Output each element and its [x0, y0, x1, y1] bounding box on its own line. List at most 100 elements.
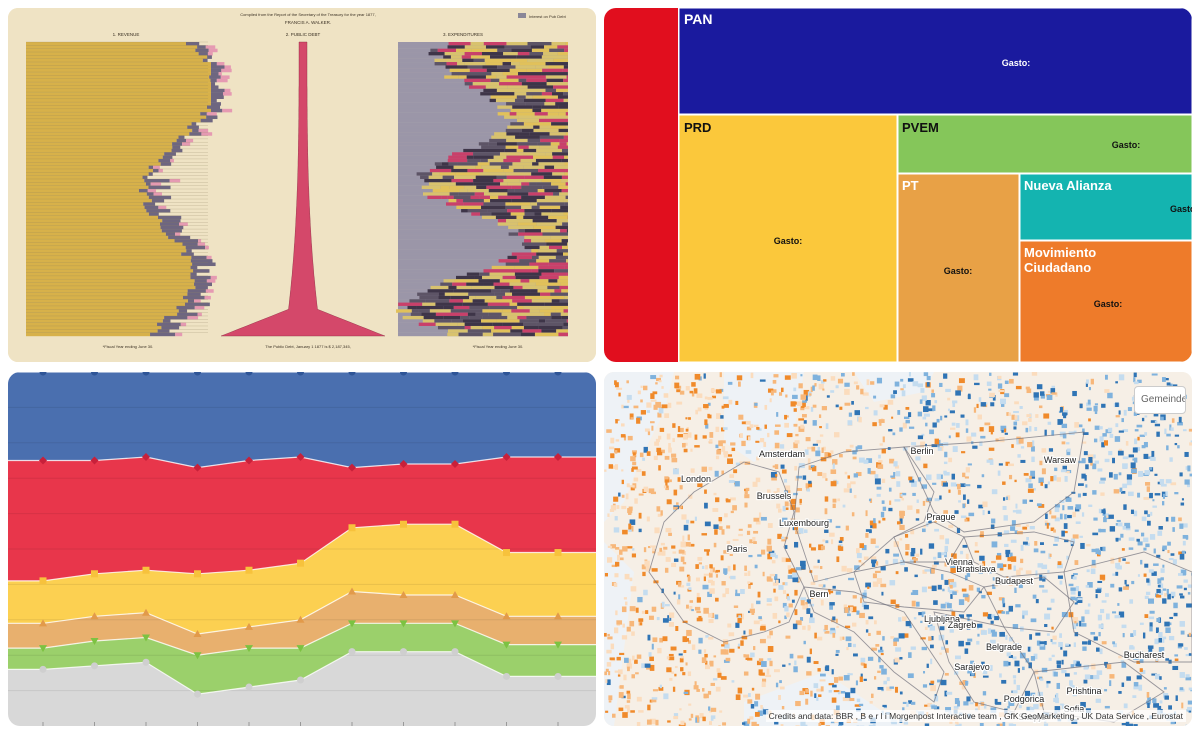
- data-point-marker[interactable]: [451, 372, 459, 376]
- treemap-tile-nueva-alianza[interactable]: [1019, 173, 1192, 241]
- map-cell: [1127, 407, 1132, 412]
- treemap-red-strip[interactable]: [604, 8, 678, 362]
- data-point-marker[interactable]: [296, 452, 305, 461]
- data-point-marker[interactable]: [348, 587, 356, 595]
- data-point-marker[interactable]: [348, 463, 356, 472]
- data-point-marker[interactable]: [554, 372, 562, 376]
- expenditure-bar: [466, 75, 486, 79]
- data-point-marker[interactable]: [503, 372, 510, 376]
- data-point-marker[interactable]: [245, 645, 253, 653]
- data-point-marker[interactable]: [245, 566, 253, 574]
- data-point-marker[interactable]: [451, 520, 459, 528]
- data-point-marker[interactable]: [399, 460, 408, 469]
- data-point-marker[interactable]: [554, 452, 562, 461]
- map-cell: [1077, 483, 1084, 486]
- data-point-marker[interactable]: [90, 456, 99, 465]
- data-point-marker[interactable]: [142, 372, 150, 376]
- data-point-marker[interactable]: [399, 620, 408, 628]
- map-cell: [1084, 609, 1090, 615]
- data-point-marker[interactable]: [399, 591, 408, 599]
- data-point-marker[interactable]: [91, 570, 98, 578]
- data-point-marker[interactable]: [348, 524, 356, 532]
- data-point-marker[interactable]: [451, 648, 459, 656]
- data-point-marker[interactable]: [90, 612, 99, 620]
- data-point-marker[interactable]: [554, 612, 562, 620]
- area-series[interactable]: [8, 524, 596, 634]
- data-point-marker[interactable]: [348, 620, 356, 628]
- treemap-tile-pvem[interactable]: [897, 114, 1192, 174]
- map-cell: [802, 625, 806, 630]
- data-point-marker[interactable]: [90, 638, 99, 646]
- data-point-marker[interactable]: [194, 372, 201, 376]
- data-point-marker[interactable]: [400, 520, 407, 528]
- data-point-marker[interactable]: [348, 372, 356, 376]
- data-point-marker[interactable]: [245, 372, 253, 376]
- area-series[interactable]: [8, 372, 596, 468]
- treemap-tile-pt[interactable]: [897, 173, 1020, 362]
- data-point-marker[interactable]: [39, 619, 47, 627]
- map-cell: [650, 399, 657, 402]
- map-cell: [1005, 635, 1008, 640]
- data-point-marker[interactable]: [39, 645, 47, 653]
- data-point-marker[interactable]: [451, 460, 459, 469]
- data-point-marker[interactable]: [245, 622, 253, 630]
- data-point-marker[interactable]: [297, 676, 304, 684]
- europe-map-panel[interactable]: Amsterdam London Berlin Warsaw Brussels Luxem…: [604, 372, 1192, 726]
- data-point-marker[interactable]: [245, 683, 253, 691]
- map-cell: [1081, 441, 1087, 444]
- data-point-marker[interactable]: [554, 549, 562, 557]
- area-series[interactable]: [8, 651, 596, 726]
- data-point-marker[interactable]: [502, 641, 511, 649]
- treemap-tile-prd[interactable]: [678, 114, 898, 362]
- data-point-marker[interactable]: [39, 372, 47, 376]
- data-point-marker[interactable]: [91, 662, 98, 670]
- map-cell: [708, 572, 713, 578]
- city-label: Bern: [809, 589, 828, 599]
- data-point-marker[interactable]: [297, 372, 304, 376]
- data-point-marker[interactable]: [39, 456, 47, 465]
- map-cell: [834, 432, 840, 438]
- data-point-marker[interactable]: [142, 608, 150, 616]
- data-point-marker[interactable]: [142, 452, 150, 461]
- treemap-tile-movimiento-ciudadano[interactable]: [1019, 240, 1192, 362]
- data-point-marker[interactable]: [39, 577, 47, 585]
- data-point-marker[interactable]: [503, 672, 510, 680]
- data-point-marker[interactable]: [502, 452, 511, 461]
- data-point-marker[interactable]: [502, 612, 511, 620]
- data-point-marker[interactable]: [297, 559, 304, 567]
- map-cell: [641, 564, 646, 570]
- data-point-marker[interactable]: [193, 629, 202, 637]
- data-point-marker[interactable]: [142, 658, 150, 666]
- data-point-marker[interactable]: [91, 372, 98, 376]
- data-point-marker[interactable]: [554, 672, 562, 680]
- data-point-marker[interactable]: [245, 456, 253, 465]
- map-cell: [870, 538, 876, 544]
- data-point-marker[interactable]: [296, 645, 305, 653]
- data-point-marker[interactable]: [503, 549, 510, 557]
- expenditure-bar: [396, 309, 412, 313]
- expenditure-bar: [437, 48, 457, 53]
- map-cell: [736, 375, 743, 381]
- map-cell: [921, 646, 928, 651]
- data-point-marker[interactable]: [194, 570, 201, 578]
- municipality-search-input[interactable]: Gemeinde: [1134, 386, 1186, 414]
- data-point-marker[interactable]: [400, 648, 407, 656]
- treemap-tile-pan[interactable]: [678, 8, 1192, 115]
- data-point-marker[interactable]: [451, 620, 459, 628]
- data-point-marker[interactable]: [39, 665, 47, 673]
- europe-choropleth-svg[interactable]: AmsterdamLondonBerlinWarsawBrusselsLuxem…: [604, 372, 1192, 726]
- data-point-marker[interactable]: [194, 690, 201, 698]
- data-point-marker[interactable]: [193, 652, 202, 660]
- data-point-marker[interactable]: [554, 641, 562, 649]
- data-point-marker[interactable]: [142, 634, 150, 642]
- data-point-marker[interactable]: [193, 463, 202, 472]
- revenue-bar: [26, 185, 149, 190]
- data-point-marker[interactable]: [348, 648, 356, 656]
- area-series[interactable]: [8, 591, 596, 656]
- data-point-marker[interactable]: [451, 591, 459, 599]
- data-point-marker[interactable]: [400, 372, 407, 376]
- area-series[interactable]: [8, 457, 596, 581]
- data-point-marker[interactable]: [142, 566, 150, 574]
- data-point-marker[interactable]: [296, 615, 305, 623]
- expenditure-bar: [448, 199, 457, 203]
